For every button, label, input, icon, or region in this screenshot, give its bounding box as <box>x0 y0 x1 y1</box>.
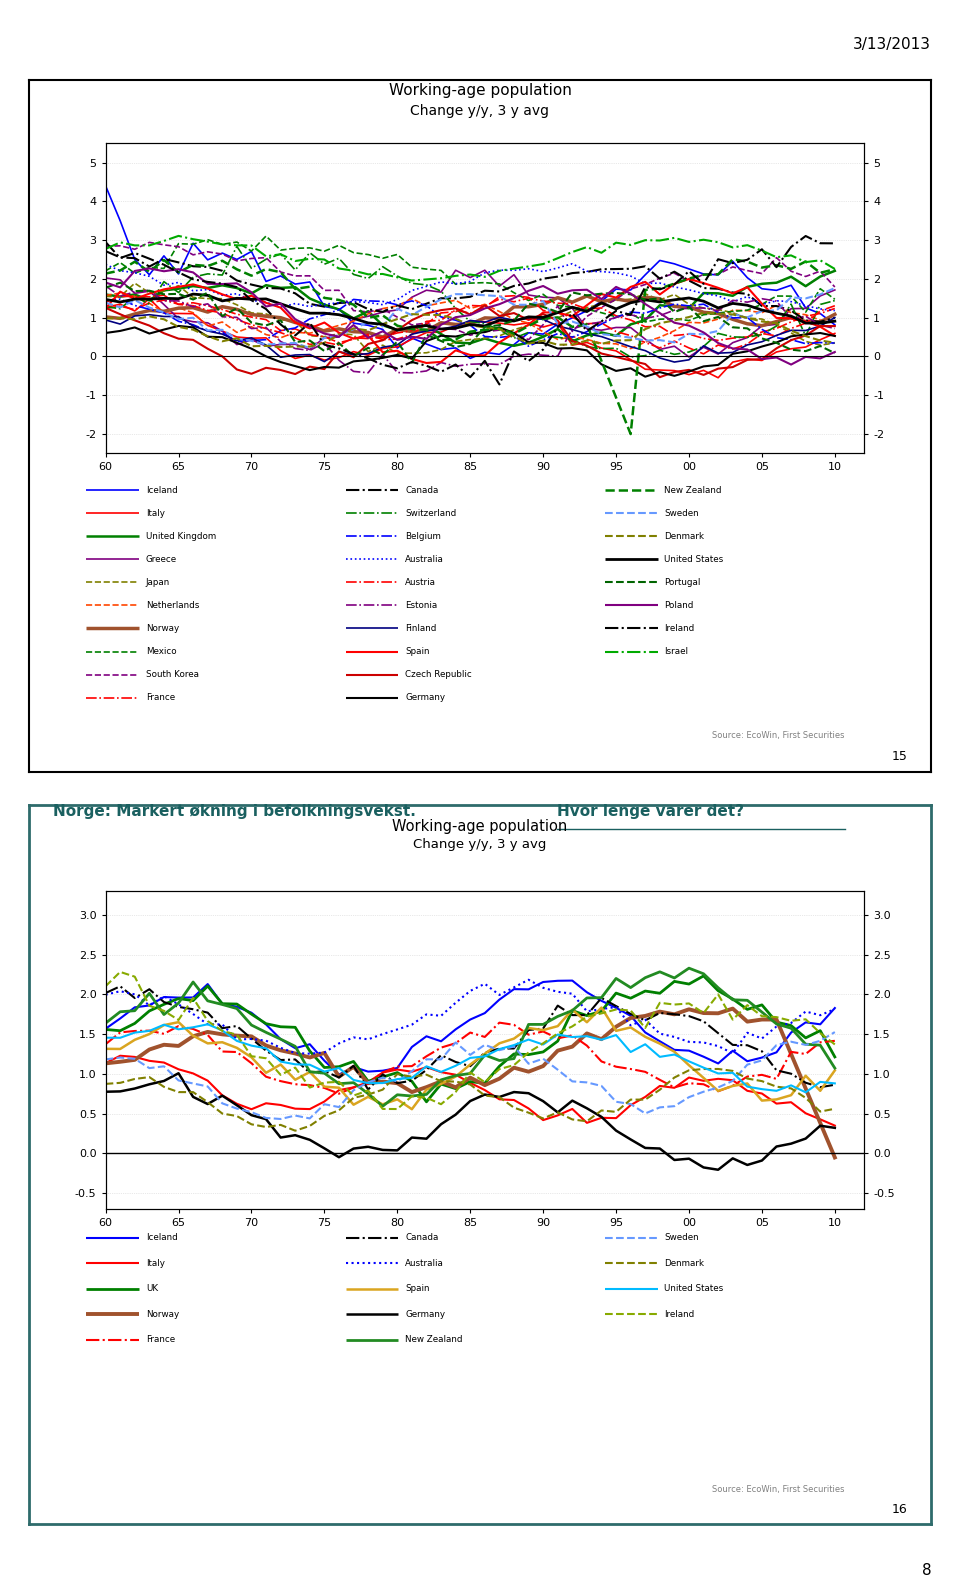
Text: Austria: Austria <box>405 578 436 587</box>
Text: Hvor lenge varer det?: Hvor lenge varer det? <box>557 803 744 819</box>
Text: South Korea: South Korea <box>146 670 199 679</box>
Text: Israel: Israel <box>664 648 688 655</box>
Text: Source: EcoWin, First Securities: Source: EcoWin, First Securities <box>712 732 845 740</box>
Text: 15: 15 <box>891 751 907 764</box>
Text: Norway: Norway <box>146 624 180 633</box>
Text: Germany: Germany <box>405 694 445 702</box>
Text: Working-age population: Working-age population <box>393 818 567 834</box>
Text: Finland: Finland <box>405 624 437 633</box>
Text: United Kingdom: United Kingdom <box>146 531 216 541</box>
Text: Iceland: Iceland <box>146 485 178 495</box>
Text: Ireland: Ireland <box>664 1309 695 1319</box>
Text: Estonia: Estonia <box>405 601 438 609</box>
Text: New Zealand: New Zealand <box>405 1335 463 1344</box>
Text: Greece: Greece <box>146 555 177 563</box>
Text: Japan: Japan <box>146 578 170 587</box>
Text: Working-age population: Working-age population <box>389 83 571 99</box>
Text: Switzerland: Switzerland <box>405 509 456 517</box>
Text: Denmark: Denmark <box>664 531 705 541</box>
Text: Iceland: Iceland <box>146 1233 178 1243</box>
Text: Czech Republic: Czech Republic <box>405 670 472 679</box>
Text: Mexico: Mexico <box>146 648 177 655</box>
Text: Poland: Poland <box>664 601 694 609</box>
Text: Italy: Italy <box>146 509 165 517</box>
Text: Sweden: Sweden <box>664 1233 699 1243</box>
Text: 8: 8 <box>922 1562 931 1578</box>
Text: United States: United States <box>664 1284 724 1293</box>
Text: UK: UK <box>146 1284 158 1293</box>
Text: New Zealand: New Zealand <box>664 485 722 495</box>
Text: Germany: Germany <box>405 1309 445 1319</box>
Text: Change y/y, 3 y avg: Change y/y, 3 y avg <box>414 838 546 851</box>
Text: Australia: Australia <box>405 555 444 563</box>
Text: 3/13/2013: 3/13/2013 <box>853 37 931 51</box>
Text: Spain: Spain <box>405 648 430 655</box>
Text: United States: United States <box>664 555 724 563</box>
Text: Change y/y, 3 y avg: Change y/y, 3 y avg <box>411 103 549 118</box>
Text: Sweden: Sweden <box>664 509 699 517</box>
Text: Source: EcoWin, First Securities: Source: EcoWin, First Securities <box>712 1486 845 1494</box>
Text: 16: 16 <box>892 1503 907 1516</box>
Text: Norge: Markert økning i befolkningsvekst.: Norge: Markert økning i befolkningsvekst… <box>53 803 420 819</box>
Text: Ireland: Ireland <box>664 624 695 633</box>
Text: Italy: Italy <box>146 1258 165 1268</box>
Text: Canada: Canada <box>405 1233 439 1243</box>
Text: Denmark: Denmark <box>664 1258 705 1268</box>
Text: Norway: Norway <box>146 1309 180 1319</box>
Text: Spain: Spain <box>405 1284 430 1293</box>
Text: Canada: Canada <box>405 485 439 495</box>
Text: France: France <box>146 694 175 702</box>
Text: Belgium: Belgium <box>405 531 441 541</box>
Text: Netherlands: Netherlands <box>146 601 200 609</box>
Text: France: France <box>146 1335 175 1344</box>
Text: Portugal: Portugal <box>664 578 701 587</box>
Text: Australia: Australia <box>405 1258 444 1268</box>
